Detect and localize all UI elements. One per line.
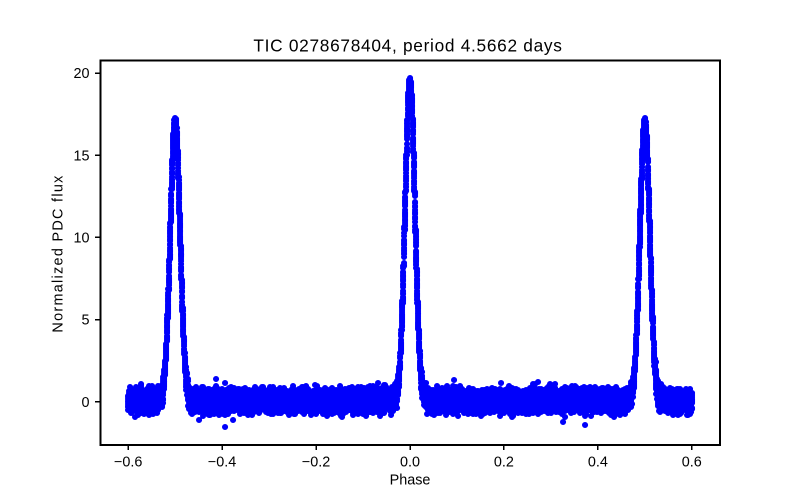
svg-text:10: 10 [73,230,89,246]
svg-text:−0.4: −0.4 [208,454,236,470]
svg-text:TIC 0278678404, period 4.5662: TIC 0278678404, period 4.5662 days [253,36,562,56]
svg-text:0.6: 0.6 [682,454,702,470]
svg-text:−0.2: −0.2 [302,454,330,470]
svg-text:0.0: 0.0 [400,454,420,470]
svg-text:5: 5 [81,313,89,329]
svg-text:15: 15 [73,148,89,164]
svg-text:0.2: 0.2 [494,454,514,470]
svg-text:Normalized PDC flux: Normalized PDC flux [51,174,67,332]
svg-text:Phase: Phase [390,473,431,489]
svg-text:20: 20 [73,66,89,82]
svg-text:−0.6: −0.6 [114,454,142,470]
svg-text:0.4: 0.4 [588,454,608,470]
svg-text:0: 0 [81,395,89,411]
